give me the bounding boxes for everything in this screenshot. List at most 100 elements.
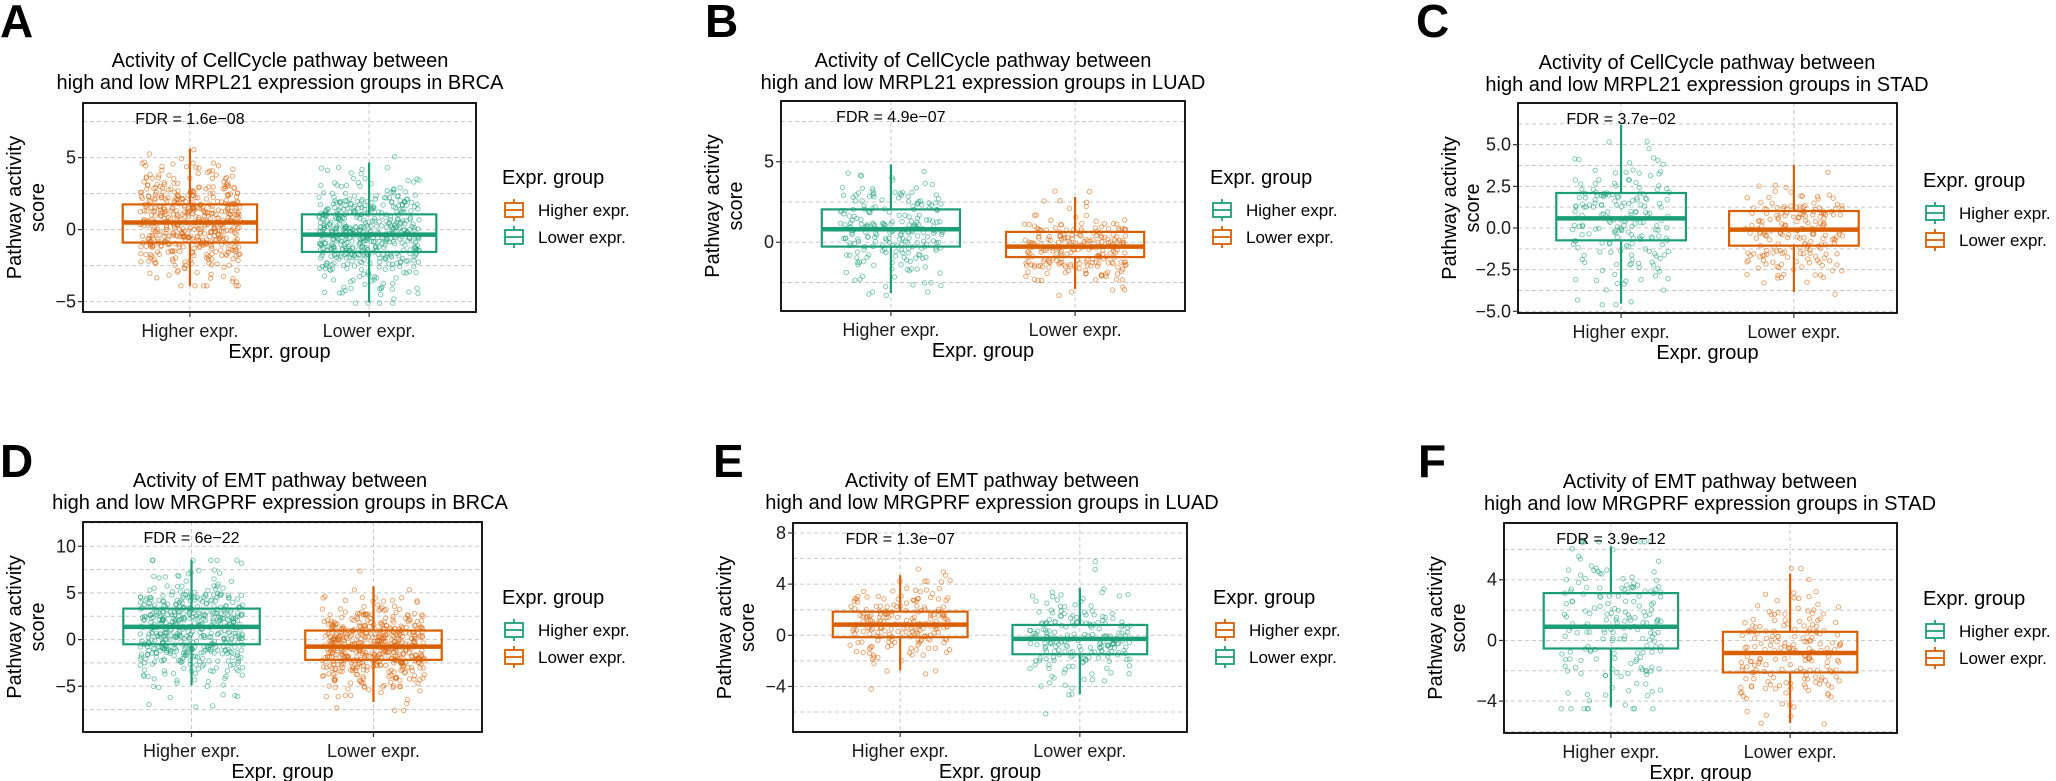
data-point — [331, 619, 337, 625]
data-point — [1064, 643, 1071, 650]
data-point — [1610, 635, 1616, 642]
data-point — [174, 208, 180, 214]
y-axis-title-line: score — [737, 603, 759, 652]
data-point — [347, 633, 353, 640]
data-point — [1596, 539, 1602, 545]
data-point — [1568, 706, 1574, 712]
data-point — [152, 191, 159, 198]
series-higher-expr — [1555, 124, 1687, 308]
data-point — [152, 259, 158, 266]
data-point — [143, 174, 150, 180]
data-point — [207, 191, 213, 197]
data-point — [405, 258, 411, 264]
legend-label: Lower expr. — [1959, 231, 2047, 250]
data-point — [183, 164, 190, 170]
data-point — [1623, 169, 1629, 176]
data-point — [208, 668, 214, 674]
data-point — [1073, 614, 1080, 621]
data-point — [1083, 657, 1089, 664]
data-point — [1114, 239, 1121, 245]
data-point — [318, 182, 324, 189]
data-point — [901, 254, 907, 260]
data-point — [224, 616, 231, 623]
data-point — [372, 218, 378, 224]
data-point — [1048, 217, 1054, 224]
data-point — [382, 266, 388, 272]
data-point — [1636, 593, 1642, 599]
data-point — [411, 227, 418, 233]
chart-title-line: high and low MRGPRF expression groups in… — [765, 492, 1219, 514]
data-point — [1622, 598, 1629, 604]
data-point — [1058, 592, 1064, 598]
data-point — [393, 609, 399, 616]
data-point — [1637, 654, 1644, 660]
x-axis-title: Expr. group — [231, 761, 333, 781]
data-point — [1620, 576, 1626, 582]
data-point — [405, 238, 411, 244]
data-point — [1574, 297, 1581, 303]
data-point — [384, 165, 390, 171]
data-point — [369, 218, 376, 224]
data-point — [180, 650, 187, 656]
data-point — [1634, 680, 1640, 687]
data-point — [1835, 657, 1841, 663]
data-point — [1763, 261, 1769, 267]
data-point — [845, 170, 851, 176]
data-point — [879, 197, 885, 203]
data-point — [383, 256, 389, 262]
data-point — [1096, 260, 1102, 266]
data-point — [1597, 585, 1603, 591]
data-point — [212, 598, 219, 604]
data-point — [333, 225, 340, 231]
fdr-annotation: FDR = 6e−22 — [143, 530, 239, 547]
series-higher-expr — [831, 566, 969, 692]
data-point — [1791, 704, 1797, 710]
data-point — [159, 167, 165, 173]
data-point — [1642, 246, 1649, 252]
data-point — [391, 186, 397, 192]
data-point — [207, 233, 213, 240]
legend-label: Lower expr. — [1959, 649, 2047, 668]
data-point — [1829, 267, 1836, 274]
data-point — [212, 586, 219, 592]
data-point — [382, 255, 388, 262]
data-point — [211, 567, 218, 573]
data-point — [1087, 238, 1093, 244]
data-point — [855, 238, 862, 245]
data-point — [386, 261, 392, 267]
x-axis-title: Expr. group — [228, 341, 330, 363]
data-point — [855, 639, 861, 646]
data-point — [176, 573, 182, 580]
data-point — [1658, 618, 1664, 624]
data-point — [1833, 674, 1839, 680]
data-point — [399, 202, 406, 208]
data-point — [208, 634, 214, 640]
data-point — [847, 220, 854, 226]
data-point — [1802, 638, 1808, 645]
series-lower-expr — [1004, 188, 1146, 298]
data-point — [364, 667, 370, 673]
data-point — [189, 614, 195, 620]
data-point — [1036, 609, 1042, 615]
data-point — [215, 630, 222, 636]
data-point — [1623, 278, 1629, 284]
data-point — [1599, 267, 1606, 273]
data-point — [414, 598, 420, 604]
data-point — [920, 255, 926, 261]
data-point — [376, 637, 382, 644]
data-point — [1584, 706, 1591, 712]
legend-key-boxplot-icon — [504, 646, 524, 668]
data-point — [372, 196, 379, 202]
data-point — [1663, 185, 1670, 192]
data-point — [1791, 641, 1797, 648]
data-point — [350, 175, 357, 182]
data-point — [1063, 642, 1069, 648]
data-point — [1801, 235, 1807, 241]
x-tick-label: Higher expr. — [842, 320, 939, 340]
data-point — [178, 155, 185, 162]
data-point — [335, 693, 341, 700]
data-point — [936, 585, 943, 592]
data-point — [1766, 236, 1773, 243]
data-point — [345, 686, 351, 692]
data-point — [329, 624, 335, 630]
